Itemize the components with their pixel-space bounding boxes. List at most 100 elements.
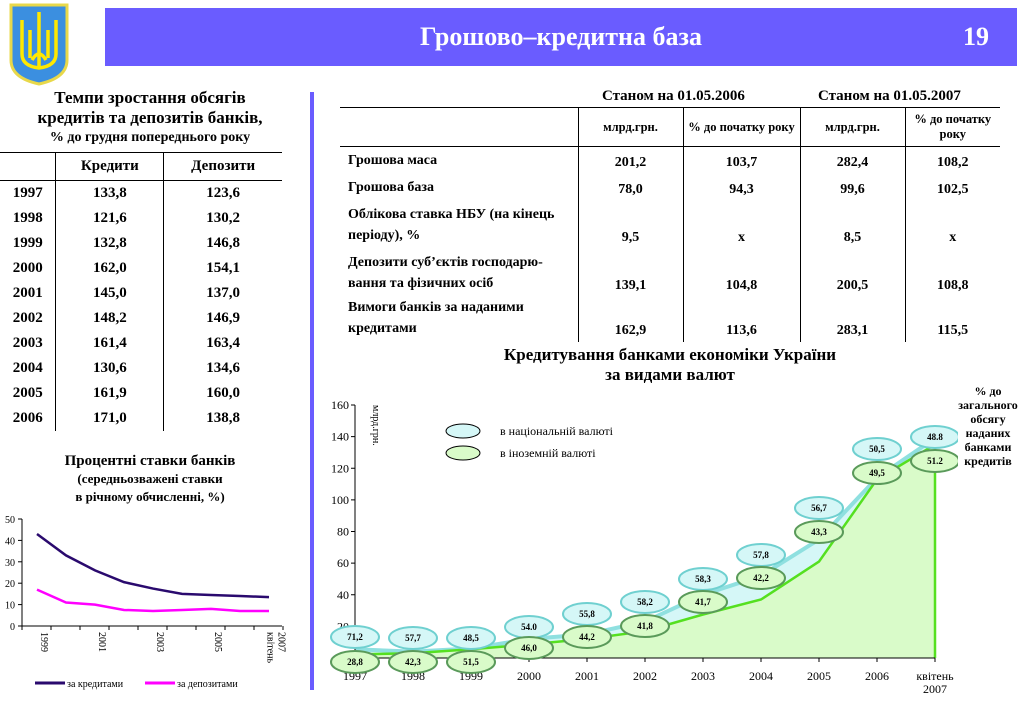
national-share-label: 48,5 [463,633,479,643]
row-label: Вимоги банків за наданими кредитами [348,299,524,336]
year-cell: 2001 [12,285,43,301]
coat-of-arms-icon [8,2,70,91]
table-cell: 162,0 [55,256,164,281]
table-cell: 9,5 [577,200,683,249]
credit-chart-title-line1: Кредитування банками економіки України [503,345,837,364]
national-share-label: 50,5 [869,444,885,454]
table-row: 2006 171,0 138,8 [0,406,282,431]
year-cell: 2005 [12,385,43,401]
national-share-bubble [910,425,958,449]
y-axis-label: млрд.грн. [370,405,381,446]
x-tick-label: 2006 [865,669,889,683]
series-line-1 [36,588,269,613]
vertical-divider [310,92,314,690]
year-cell: 2004 [12,360,43,376]
growth-rates-table: Кредити Депозити 1997 133,8 123,6 1998 121,6 1… [0,152,282,431]
table-cell: 282,4 [799,146,905,174]
foreign-share-label: 28,8 [347,657,363,667]
y-tick-label: 0 [10,622,15,633]
legend-label: в національній валюті [500,424,614,438]
table-cell: 161,4 [55,331,164,356]
year-cell: 2000 [12,260,43,276]
table-cell: 130,6 [55,356,164,381]
legend-label: в іноземній валюті [500,446,596,460]
national-share-bubble [852,437,902,461]
table-cell: 154,1 [163,256,282,281]
national-share-label: 48.8 [927,432,943,442]
table-cell: 94,3 [682,173,800,201]
table-row: 2001 145,0 137,0 [0,281,282,306]
foreign-share-bubble [562,625,612,649]
foreign-share-label: 51.2 [927,456,943,466]
table-cell: 145,0 [55,281,164,306]
foreign-share-label: 44,2 [579,632,595,642]
column-header: Депозити [163,152,282,181]
year-cell: 2002 [12,310,43,326]
x-tick-label: квітень [916,669,954,683]
table-cell: x [904,200,1000,249]
column-header: млрд.грн. [577,107,683,147]
title-banner: Грошово–кредитна база 19 [105,8,1017,66]
national-share-label: 57,8 [753,550,769,560]
year-cell: 2006 [12,410,43,426]
row-label: Грошова маса [348,152,438,168]
x-tick-label: 2003 [691,669,715,683]
column-header [340,107,578,147]
table-row: 1998 121,6 130,2 [0,206,282,231]
column-header [0,152,56,181]
x-tick-label: 2004 [749,669,773,683]
foreign-share-bubble [736,566,786,590]
foreign-share-label: 42,2 [753,573,769,583]
rates-chart-subtitle2: в річному обчисленні, %) [75,489,225,504]
x-tick-label: 2007 [923,682,947,696]
page-title: Грошово–кредитна база [419,22,702,51]
row-label: Облікова ставка НБУ (на кінець періоду),… [348,206,555,243]
table-cell: 161,9 [55,381,164,406]
table-cell: 8,5 [799,200,905,249]
table-cell: 130,2 [163,206,282,231]
table-cell: 133,8 [55,180,164,206]
year-cell: 1997 [12,185,43,201]
y-tick-label: 50 [5,515,15,526]
table-row: Депозити суб’єктів господарю-вання та фі… [340,248,1000,297]
y-tick-label: 80 [337,525,349,539]
table-cell: x [682,200,800,249]
table-cell: 102,5 [904,173,1000,201]
group-header-2006: Станом на 01.05.2006 [602,88,745,104]
x-tick-label: квітень [265,632,276,664]
table-cell: 139,1 [577,248,683,297]
x-tick-label: 2000 [517,669,541,683]
table-cell: 148,2 [55,306,164,331]
table-cell: 201,2 [577,146,683,174]
table-row: 2003 161,4 163,4 [0,331,282,356]
column-header: % до початку року [904,107,1000,147]
column-header: Кредити [55,152,164,181]
table-row: 2000 162,0 154,1 [0,256,282,281]
table-cell: 283,1 [799,296,905,342]
foreign-share-label: 42,3 [405,657,421,667]
x-tick-label: 2005 [807,669,831,683]
x-tick-label: 1999 [38,632,49,652]
legend-label: за депозитами [177,679,238,690]
right-table-groups: Станом на 01.05.2006 Станом на 01.05.200… [340,88,1000,106]
table-cell: 137,0 [163,281,282,306]
foreign-share-bubble [910,449,958,473]
left-table-title: Темпи зростання обсягів кредитів та депо… [0,88,300,148]
x-tick-label: 2003 [154,632,165,652]
left-table-title-line2: кредитів та депозитів банків, [37,108,263,127]
credit-chart-title: Кредитування банками економіки України з… [340,345,1000,385]
series-line-0 [36,532,270,599]
x-tick-label: 2002 [633,669,657,683]
legend-swatch [445,423,481,439]
table-cell: 146,8 [163,231,282,256]
national-share-bubble [330,625,380,649]
national-share-label: 54.0 [521,622,537,632]
table-cell: 108,8 [904,248,1000,297]
table-cell: 115,5 [904,296,1000,342]
row-label: Депозити суб’єктів господарю-вання та фі… [348,254,543,291]
share-note: % до загального обсягу наданих банками к… [958,384,1018,468]
left-table-subtitle: % до грудня попереднього року [49,130,251,145]
foreign-share-label: 41,8 [637,621,653,631]
national-share-bubble [388,626,438,650]
y-tick-label: 140 [331,430,349,444]
